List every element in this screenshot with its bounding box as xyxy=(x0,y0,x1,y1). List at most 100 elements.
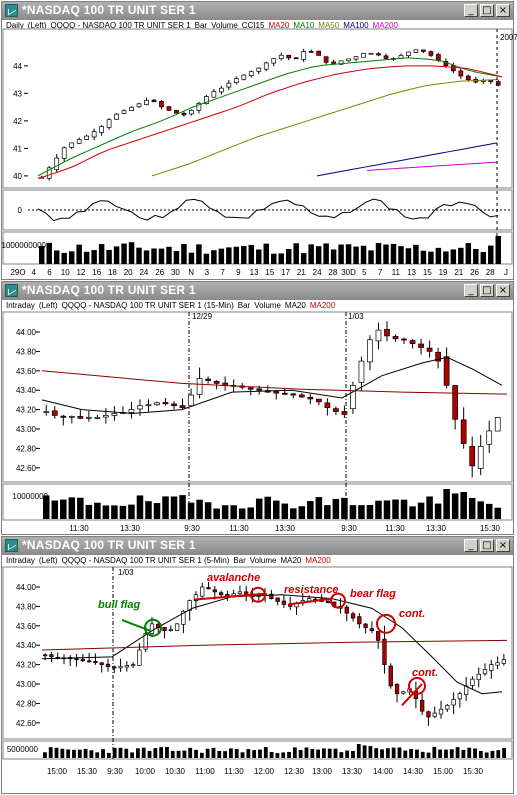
x-tick-label: 9:30 xyxy=(107,767,123,776)
legend-item: MA200 xyxy=(372,21,398,30)
close-icon[interactable]: × xyxy=(496,539,510,552)
minimize-icon[interactable]: _ xyxy=(464,539,478,552)
candle xyxy=(187,600,192,611)
candle xyxy=(361,52,366,58)
minimize-icon[interactable]: _ xyxy=(464,4,478,17)
volume-bar xyxy=(170,750,175,758)
volume-bar xyxy=(255,498,263,519)
ma50-line xyxy=(151,79,498,177)
volume-bar xyxy=(287,752,291,758)
volume-bar xyxy=(61,252,67,264)
volume-bar xyxy=(118,747,123,758)
volume-bar xyxy=(275,753,280,758)
volume-bar xyxy=(204,502,212,519)
candle xyxy=(54,157,60,170)
x-tick-label: 11:00 xyxy=(195,767,215,776)
volume-bar xyxy=(443,251,449,264)
candle xyxy=(159,101,164,108)
candle xyxy=(61,147,67,159)
x-tick-label: 19 xyxy=(439,268,448,277)
candle xyxy=(130,664,136,667)
ma200-line xyxy=(366,161,498,171)
volume-bar xyxy=(162,496,169,519)
volume-bar xyxy=(358,505,365,519)
restore-icon[interactable]: □ xyxy=(480,539,494,552)
candle xyxy=(401,691,406,694)
candle xyxy=(384,328,390,337)
price-tick-label: 42.60 xyxy=(16,719,37,728)
ma20-line xyxy=(41,356,503,414)
volume-bar xyxy=(478,750,483,758)
candle xyxy=(106,119,112,128)
volume-bar xyxy=(256,249,262,264)
volume-bar xyxy=(443,489,450,519)
minimize-icon[interactable]: _ xyxy=(464,284,478,297)
ma10-line xyxy=(37,57,503,177)
x-tick-label: 15:30 xyxy=(480,524,501,533)
x-tick-label: 4 xyxy=(32,268,37,277)
title-bar[interactable]: *NASDAQ 100 TR UNIT SER 1 _ □ × xyxy=(2,2,513,20)
bull-flag-circle xyxy=(144,618,162,637)
volume-bar xyxy=(432,746,437,758)
candle xyxy=(413,49,419,53)
x-tick-label: 21 xyxy=(297,268,306,277)
title-bar[interactable]: *NASDAQ 100 TR UNIT SER 1 _ □ × xyxy=(2,282,513,300)
intraday-15min-chart-canvas[interactable]: 44.00 43.80 43.60 43.40 43.20 43.00 42.80 42.60… xyxy=(2,282,513,534)
candle xyxy=(281,600,287,605)
candle xyxy=(188,394,194,407)
x-tick-label: 13:30 xyxy=(342,767,363,776)
candle xyxy=(212,589,217,593)
candle xyxy=(307,396,314,400)
daily-chart-canvas[interactable]: 44 43 42 41 40 0 1000000000 2007 29O 4 6 10 12 16 18 20… xyxy=(2,2,517,279)
x-tick-label: 28 xyxy=(486,268,495,277)
volume-bar xyxy=(211,250,217,264)
candle xyxy=(181,112,187,116)
chart-window-15min[interactable]: *NASDAQ 100 TR UNIT SER 1 _ □ × Intraday… xyxy=(1,281,514,535)
candle xyxy=(486,430,493,445)
candle xyxy=(392,335,399,340)
volume-bar xyxy=(188,252,195,264)
candle xyxy=(428,51,434,56)
candle xyxy=(241,74,247,80)
candle xyxy=(200,586,205,597)
volume-tick-label: 5000000 xyxy=(7,745,39,754)
price-tick-label: 43.40 xyxy=(16,641,37,650)
x-tick-label: 5 xyxy=(362,268,367,277)
x-tick-label: 12:00 xyxy=(254,767,275,776)
x-tick-label: 26 xyxy=(155,268,164,277)
chart-window-icon[interactable] xyxy=(5,539,18,552)
volume-bar xyxy=(147,750,152,758)
volume-bar xyxy=(182,750,187,758)
volume-bar xyxy=(485,503,493,519)
chart-window-icon[interactable] xyxy=(5,4,18,17)
volume-bar xyxy=(339,752,344,758)
candle xyxy=(368,52,374,55)
candle xyxy=(149,623,155,635)
chart-window-icon[interactable] xyxy=(5,284,18,297)
volume-bar xyxy=(322,748,326,758)
candle xyxy=(263,62,269,70)
x-tick-label: 14:00 xyxy=(373,767,394,776)
restore-icon[interactable]: □ xyxy=(480,284,494,297)
volume-bar xyxy=(490,750,495,758)
x-tick-label: 11 xyxy=(392,268,401,277)
chart-window-daily[interactable]: *NASDAQ 100 TR UNIT SER 1 _ □ × Daily (Le… xyxy=(1,1,517,280)
legend-item: QQQQ - NASDAQ 100 TR UNIT SER 1 (15-Min) xyxy=(61,301,234,310)
volume-bar xyxy=(467,747,472,758)
close-icon[interactable]: × xyxy=(496,4,510,17)
ma200-line xyxy=(41,370,508,395)
candle xyxy=(174,110,179,114)
volume-tick-label: 1000000000 xyxy=(2,241,47,250)
candle xyxy=(338,60,344,65)
candle xyxy=(77,416,84,419)
volume-bar xyxy=(349,505,357,519)
title-bar[interactable]: *NASDAQ 100 TR UNIT SER 1 _ □ × xyxy=(2,537,513,555)
volume-bar xyxy=(188,747,193,758)
intraday-5min-chart-canvas[interactable]: 44.00 43.80 43.60 43.40 43.20 43.00 42.80 42.60… xyxy=(2,537,513,793)
volume-bar xyxy=(327,748,332,758)
chart-window-5min[interactable]: *NASDAQ 100 TR UNIT SER 1 _ □ × Intraday… xyxy=(1,536,514,794)
close-icon[interactable]: × xyxy=(496,284,510,297)
volume-bar xyxy=(76,244,82,264)
x-tick-label: 13 xyxy=(250,268,259,277)
restore-icon[interactable]: □ xyxy=(480,4,494,17)
